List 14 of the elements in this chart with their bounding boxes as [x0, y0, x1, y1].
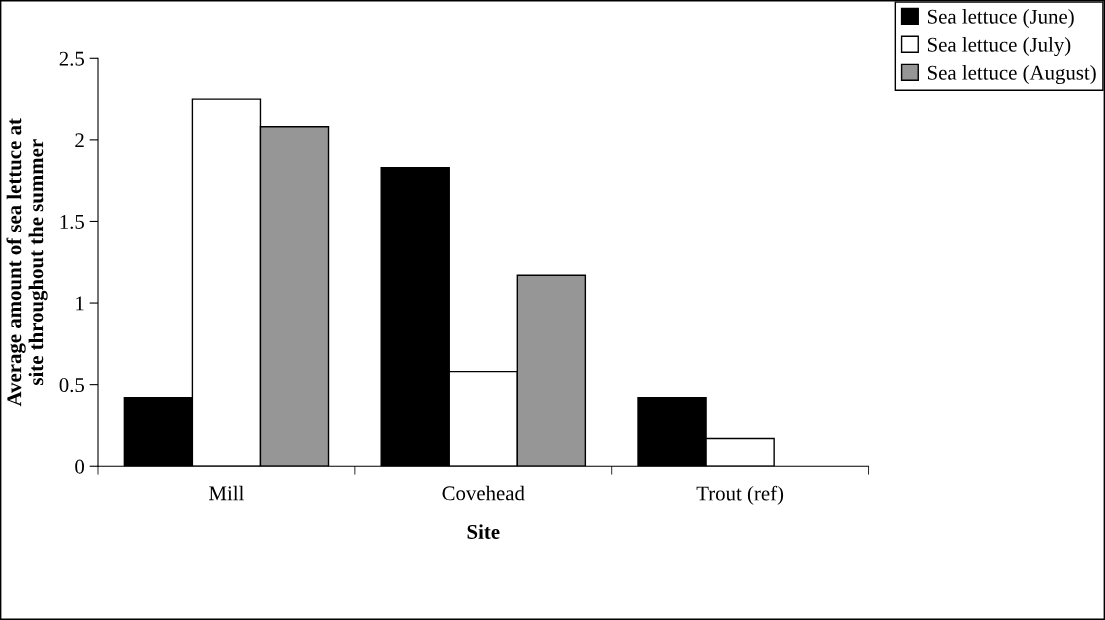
- legend-label: Sea lettuce (August): [927, 65, 1096, 85]
- x-tick-label: Mill: [209, 485, 244, 501]
- x-tick-label: Trout (ref): [696, 485, 784, 505]
- legend-label: Sea lettuce (June): [927, 9, 1074, 28]
- y-tick-label: 2: [75, 133, 84, 148]
- y-tick-label: 1.5: [60, 214, 85, 229]
- legend-label: Sea lettuce (July): [927, 37, 1071, 57]
- x-tick-label: Covehead: [442, 485, 525, 501]
- y-tick-label: 0: [75, 459, 85, 474]
- y-tick-label: 0.5: [59, 378, 85, 393]
- y-tick-label: 2.5: [59, 51, 85, 66]
- x-axis-title: Site: [467, 524, 500, 539]
- y-axis-title: Average amount of sea lettuce at site throughout the summer: [6, 118, 48, 407]
- y-tick-label: 1: [76, 296, 84, 311]
